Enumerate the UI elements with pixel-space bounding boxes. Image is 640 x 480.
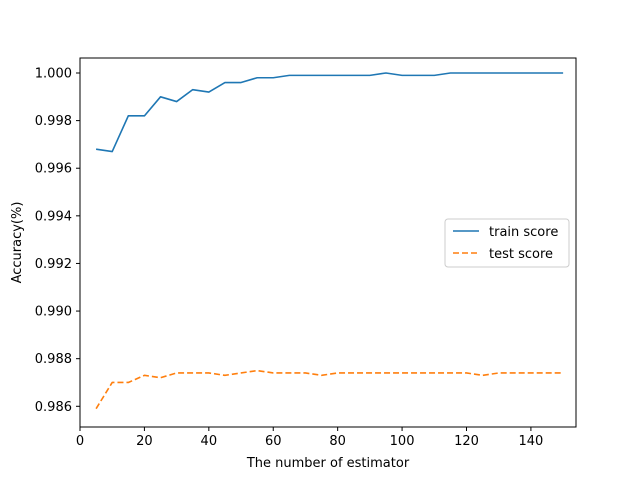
- y-tick-label: 0.986: [35, 400, 72, 415]
- y-tick-label: 0.998: [35, 114, 72, 129]
- plot-lines: [95, 72, 564, 410]
- y-axis-label: Accuracy(%): [10, 202, 25, 284]
- x-tick-label: 40: [201, 434, 218, 449]
- y-tick-label: 0.988: [35, 352, 72, 367]
- legend: train score test score: [444, 218, 570, 268]
- y-tick-label: 0.990: [35, 305, 72, 320]
- legend-label-test-score: test score: [489, 247, 553, 262]
- x-tick-label: 140: [518, 434, 543, 449]
- y-tick-label: 0.992: [35, 257, 72, 272]
- x-axis-label: The number of estimator: [246, 456, 410, 471]
- y-tick-label: 0.996: [35, 162, 72, 177]
- series-line-test-score: [95, 369, 564, 410]
- x-axis-ticks: 0 20 40 60 80 100 120 140: [76, 427, 543, 449]
- y-tick-label: 0.994: [35, 209, 72, 224]
- y-axis-ticks: 0.986 0.988 0.990 0.992 0.994 0.996 0.998 1.000: [35, 66, 80, 415]
- plot-area-frame: [79, 57, 577, 428]
- legend-label-train-score: train score: [489, 225, 558, 240]
- x-tick-label: 100: [390, 434, 415, 449]
- x-tick-label: 80: [329, 434, 346, 449]
- x-tick-label: 60: [265, 434, 282, 449]
- x-tick-label: 20: [136, 434, 153, 449]
- series-line-train-score: [95, 72, 564, 153]
- x-tick-label: 120: [454, 434, 479, 449]
- y-tick-label: 1.000: [35, 66, 72, 81]
- x-tick-label: 0: [76, 434, 84, 449]
